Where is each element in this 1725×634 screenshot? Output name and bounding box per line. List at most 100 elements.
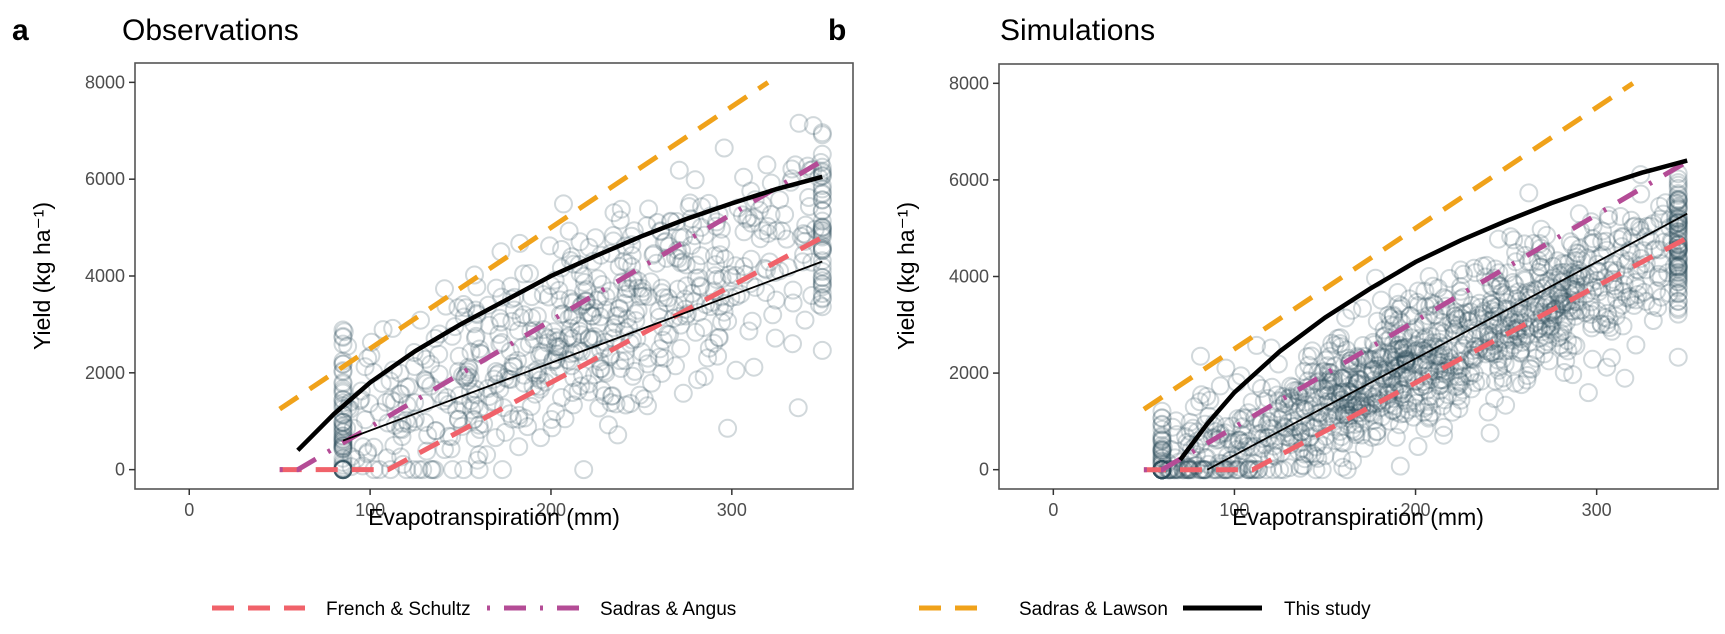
data-point: [1512, 329, 1531, 349]
data-point: [527, 360, 547, 380]
data-point: [586, 228, 605, 248]
data-point: [1436, 357, 1456, 377]
data-point: [1648, 298, 1668, 318]
data-point: [812, 125, 832, 145]
data-point: [1583, 349, 1602, 369]
data-point: [789, 113, 809, 133]
data-point: [1499, 324, 1519, 344]
data-point: [642, 373, 661, 393]
data-point: [465, 328, 485, 348]
legend-label-this-study: This study: [1284, 599, 1371, 620]
data-point: [1553, 317, 1573, 337]
data-point: [1509, 291, 1529, 311]
data-point: [1237, 437, 1257, 456]
data-point: [1152, 408, 1172, 428]
data-point: [538, 329, 558, 349]
data-point: [1279, 395, 1299, 415]
data-point: [334, 322, 354, 342]
data-point: [685, 170, 705, 190]
data-point: [1420, 339, 1440, 359]
data-point: [680, 193, 700, 213]
data-point: [1668, 189, 1688, 209]
data-point: [1396, 351, 1416, 371]
data-point: [1387, 358, 1407, 378]
data-point: [1589, 282, 1609, 302]
panel-letter-a: a: [12, 14, 29, 47]
data-point: [1389, 415, 1409, 435]
data-point: [793, 252, 813, 272]
data-point: [1477, 255, 1497, 275]
data-point: [1566, 292, 1586, 312]
data-point: [590, 340, 610, 360]
data-point: [1474, 301, 1494, 321]
data-point: [705, 266, 725, 286]
data-point: [1538, 332, 1557, 352]
panel-b: b Simulations 0 100 200 300 0 2000 4000 6000 800…: [828, 14, 1719, 530]
data-point: [465, 265, 484, 285]
data-point: [467, 305, 487, 325]
data-point: [1531, 257, 1551, 277]
data-point: [1387, 402, 1407, 422]
data-point: [1589, 261, 1609, 281]
data-point: [803, 116, 823, 136]
data-point: [385, 415, 405, 435]
data-point: [530, 345, 550, 365]
data-point: [1581, 304, 1601, 324]
data-point: [812, 223, 832, 243]
data-point: [749, 200, 769, 220]
data-point: [535, 327, 555, 347]
data-point: [439, 426, 459, 446]
data-point: [1606, 261, 1626, 280]
data-point: [1447, 367, 1467, 387]
data-point: [709, 328, 729, 348]
data-point: [633, 286, 653, 306]
data-point: [1569, 261, 1589, 281]
data-point: [706, 255, 726, 275]
data-point: [333, 419, 353, 439]
data-point: [1330, 328, 1350, 348]
data-point: [340, 392, 360, 412]
data-point: [333, 416, 353, 436]
data-point: [1322, 392, 1342, 412]
data-point: [1331, 448, 1351, 468]
data-point: [1247, 335, 1267, 355]
data-point: [550, 305, 570, 324]
data-point: [1347, 367, 1366, 387]
data-point: [1464, 363, 1484, 383]
data-point: [1668, 272, 1688, 292]
data-point: [1533, 273, 1553, 293]
data-point: [1497, 293, 1517, 313]
data-point: [1668, 173, 1688, 193]
data-point: [653, 330, 673, 350]
data-point: [1152, 427, 1172, 447]
data-point: [1395, 404, 1415, 423]
data-point: [677, 276, 697, 296]
data-point: [530, 379, 550, 399]
data-point: [1374, 369, 1394, 389]
data-point: [1508, 318, 1528, 338]
data-point: [1468, 308, 1488, 328]
data-point: [381, 460, 401, 480]
data-point: [561, 344, 581, 364]
data-point: [1581, 292, 1601, 312]
data-point: [469, 445, 489, 465]
data-point: [1338, 392, 1357, 412]
data-point: [492, 460, 512, 480]
data-point: [1295, 421, 1315, 441]
data-point: [333, 448, 353, 468]
data-point: [1176, 427, 1196, 447]
line-sadras-lawson: [1142, 81, 1635, 412]
data-point: [1651, 254, 1671, 273]
data-point: [1591, 314, 1611, 334]
data-point: [1668, 248, 1688, 268]
data-point: [655, 348, 674, 368]
data-point: [376, 392, 396, 412]
x-tick-label: 100: [1219, 500, 1249, 520]
data-point: [1180, 421, 1200, 441]
data-point: [812, 340, 832, 360]
data-point: [1152, 439, 1172, 459]
data-point: [1643, 311, 1663, 330]
data-point: [1668, 208, 1688, 228]
data-point: [1488, 315, 1508, 335]
data-point: [1475, 323, 1495, 343]
